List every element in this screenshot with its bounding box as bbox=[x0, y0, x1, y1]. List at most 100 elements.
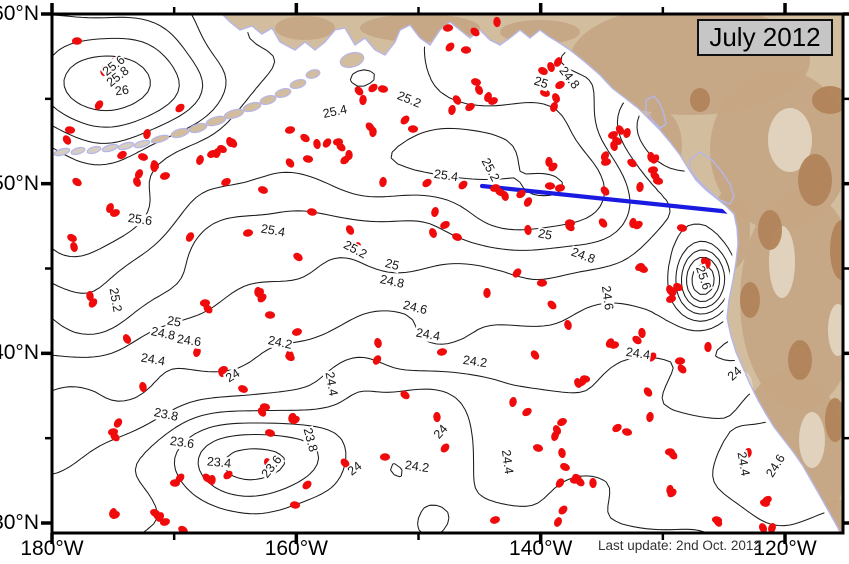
float-dot bbox=[713, 517, 723, 527]
float-dot bbox=[465, 102, 475, 112]
float-dot bbox=[632, 335, 642, 345]
float-dot bbox=[554, 184, 566, 192]
lat-axis-label: 50°N bbox=[0, 171, 39, 195]
float-dot bbox=[185, 232, 195, 242]
float-dot bbox=[600, 186, 610, 196]
island bbox=[223, 108, 245, 120]
float-dot bbox=[530, 350, 540, 360]
float-dot bbox=[113, 418, 123, 428]
float-dot bbox=[768, 523, 776, 532]
float-dot bbox=[516, 189, 526, 199]
float-dot bbox=[553, 517, 563, 527]
island bbox=[242, 101, 262, 113]
float-dot bbox=[436, 348, 448, 356]
float-dot bbox=[532, 444, 544, 452]
float-dot bbox=[313, 138, 321, 150]
float-dot bbox=[615, 125, 625, 135]
float-dot bbox=[110, 209, 120, 217]
float-dot bbox=[544, 182, 556, 190]
float-dot bbox=[258, 186, 268, 194]
float-dot bbox=[429, 228, 437, 238]
float-dot bbox=[290, 415, 300, 425]
float-dot bbox=[368, 83, 378, 93]
lon-axis-label: 140°W bbox=[509, 537, 573, 560]
float-dot bbox=[676, 224, 688, 232]
float-dot bbox=[431, 206, 439, 218]
float-dot bbox=[579, 375, 591, 383]
float-dot bbox=[340, 155, 350, 165]
float-dot bbox=[667, 488, 677, 498]
float-dot bbox=[377, 85, 389, 93]
float-dot bbox=[440, 220, 450, 230]
float-dot bbox=[264, 429, 276, 437]
float-dot bbox=[137, 153, 149, 161]
lon-axis-label: 180°W bbox=[20, 537, 84, 560]
float-dot bbox=[369, 126, 377, 138]
contour-line bbox=[134, 388, 707, 532]
float-dot bbox=[223, 470, 233, 480]
float-dot bbox=[133, 177, 141, 187]
float-dot bbox=[704, 341, 712, 353]
float-dot bbox=[668, 450, 678, 460]
float-dot bbox=[110, 432, 120, 442]
float-dot bbox=[372, 355, 382, 365]
float-dot bbox=[608, 341, 620, 349]
float-dot bbox=[285, 158, 295, 168]
last-update-note: Last update: 2nd Oct. 2012 bbox=[598, 538, 761, 553]
lon-axis-label: 160°W bbox=[264, 537, 328, 560]
float-dot bbox=[86, 290, 94, 302]
contour-value-label: 26 bbox=[113, 82, 131, 99]
island bbox=[70, 146, 86, 156]
island bbox=[150, 134, 170, 144]
float-dot bbox=[575, 477, 585, 487]
float-dot bbox=[379, 176, 387, 188]
float-dot bbox=[452, 95, 462, 105]
float-dot bbox=[621, 428, 633, 436]
float-dot bbox=[509, 396, 517, 408]
float-dot bbox=[564, 219, 576, 227]
float-dot bbox=[221, 177, 231, 187]
float-dot bbox=[445, 42, 455, 52]
float-dot bbox=[673, 282, 683, 292]
float-dot bbox=[600, 158, 612, 166]
float-dot bbox=[71, 37, 83, 45]
float-dot bbox=[400, 390, 410, 400]
float-dot bbox=[598, 218, 608, 228]
float-dot bbox=[433, 411, 441, 423]
float-dot bbox=[106, 203, 114, 213]
float-dot bbox=[474, 85, 484, 95]
island bbox=[53, 147, 71, 157]
float-dot bbox=[178, 525, 188, 532]
float-dot bbox=[448, 104, 456, 116]
float-dot bbox=[374, 337, 382, 349]
float-dot bbox=[666, 295, 676, 303]
float-dot bbox=[322, 138, 332, 148]
float-dot bbox=[553, 57, 563, 67]
float-dot bbox=[612, 423, 622, 433]
float-dot bbox=[538, 67, 548, 75]
float-dot bbox=[143, 128, 151, 140]
contour-line bbox=[63, 55, 151, 112]
float-dot bbox=[548, 162, 558, 172]
island bbox=[86, 145, 102, 155]
float-dot bbox=[117, 150, 127, 160]
float-dot bbox=[122, 334, 132, 344]
float-dot bbox=[264, 311, 276, 319]
contour-value-label: 24.4 bbox=[498, 448, 517, 476]
float-dot bbox=[560, 463, 570, 471]
float-dot bbox=[169, 479, 181, 487]
float-dot bbox=[652, 177, 664, 185]
float-dot bbox=[646, 411, 654, 423]
float-dot bbox=[62, 135, 72, 145]
island bbox=[170, 127, 190, 139]
float-dot bbox=[760, 499, 770, 507]
float-dot bbox=[228, 138, 238, 148]
island bbox=[259, 94, 277, 106]
float-dot bbox=[643, 387, 653, 397]
coastline bbox=[645, 95, 667, 129]
float-dot bbox=[522, 407, 532, 417]
float-dot bbox=[501, 190, 509, 202]
float-dot bbox=[610, 141, 618, 151]
float-dot bbox=[67, 233, 77, 243]
float-dot bbox=[213, 147, 221, 159]
